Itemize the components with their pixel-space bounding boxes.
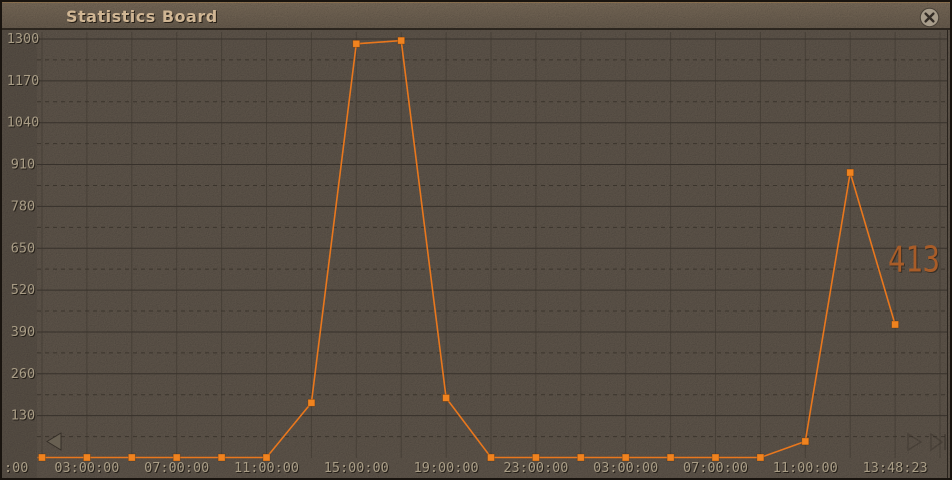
x-axis-tick-label: 11:00:00 xyxy=(773,460,838,476)
data-point-marker xyxy=(801,437,810,446)
data-point-marker xyxy=(307,398,316,407)
y-axis-tick-label: 650 xyxy=(11,240,35,256)
data-point-marker xyxy=(666,453,675,462)
data-point-marker xyxy=(576,453,585,462)
y-axis-tick-label: 910 xyxy=(11,157,35,173)
x-axis-tick-label: 15:00:00 xyxy=(324,460,389,476)
close-button[interactable] xyxy=(919,7,940,28)
y-axis-tick-label: 780 xyxy=(11,198,35,214)
y-axis-tick-label: 130 xyxy=(11,408,35,424)
y-axis-tick-label: 260 xyxy=(11,366,35,382)
data-point-marker xyxy=(487,453,495,462)
x-axis-tick-label: 11:00:00 xyxy=(234,460,299,476)
x-axis-tick-label: 19:00:00 xyxy=(414,460,479,476)
y-axis-tick-label: 390 xyxy=(11,324,35,340)
y-axis-tick-label: 1300 xyxy=(7,31,40,47)
x-axis-tick-label: :00 xyxy=(4,460,28,476)
y-axis-tick-label: 1040 xyxy=(7,115,40,131)
data-point-marker xyxy=(397,36,406,45)
x-axis-tick-label: 03:00:00 xyxy=(593,460,658,476)
x-axis-tick-label: 13:48:23 xyxy=(863,460,928,476)
data-point-marker xyxy=(756,453,765,462)
data-point-marker xyxy=(38,453,46,462)
close-icon xyxy=(919,7,940,28)
data-point-marker xyxy=(127,453,136,462)
x-axis-tick-label: 07:00:00 xyxy=(144,460,209,476)
data-point-marker xyxy=(442,394,450,402)
y-axis-tick-label: 1170 xyxy=(7,73,40,89)
data-point-marker xyxy=(217,453,226,462)
y-axis-tick-label: 520 xyxy=(11,282,35,298)
x-axis-tick-label: 23:00:00 xyxy=(503,460,568,476)
titlebar[interactable]: Statistics Board xyxy=(2,2,950,30)
data-point-marker xyxy=(891,320,899,329)
window-title: Statistics Board xyxy=(66,6,218,26)
x-axis-tick-label: 03:00:00 xyxy=(54,460,119,476)
data-point-marker xyxy=(846,168,855,177)
data-point-marker xyxy=(352,39,361,48)
x-axis-tick-label: 07:00:00 xyxy=(683,460,748,476)
current-value-label: 413 xyxy=(888,240,940,281)
